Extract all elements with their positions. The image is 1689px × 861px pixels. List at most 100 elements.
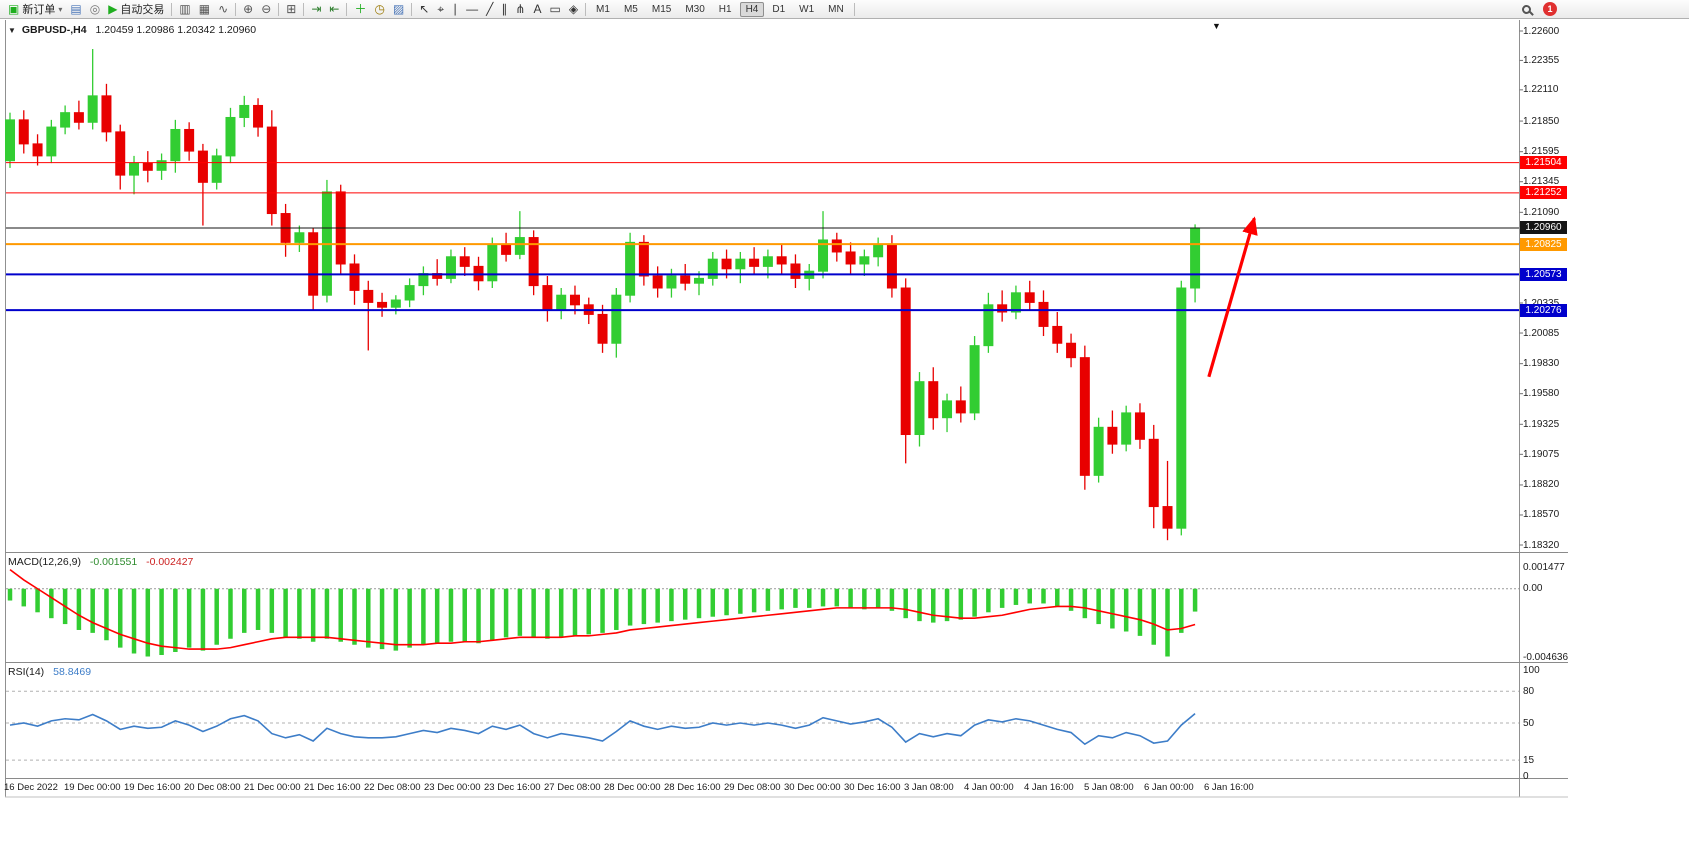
candle-body (1190, 227, 1201, 289)
time-axis-label: 27 Dec 08:00 (544, 782, 601, 793)
price-axis-label: 1.22110 (1523, 84, 1559, 96)
search-icon[interactable] (1522, 4, 1531, 14)
rsi-title: RSI(14) (8, 666, 45, 678)
crosshair-button[interactable]: ⌖ (433, 1, 448, 18)
candle-body (845, 251, 856, 265)
templates-button[interactable]: ▨ (389, 1, 408, 18)
bar-chart-mode-button[interactable]: ▥ (175, 1, 194, 18)
macd-indicator-label: MACD(12,26,9) -0.001551 -0.002427 (8, 556, 193, 568)
candle-body (73, 112, 84, 123)
chart-shift-button[interactable]: ⇤ (325, 1, 343, 18)
candle-body (969, 345, 980, 414)
symbol-info: ▼ GBPUSD-,H4 1.20459 1.20986 1.20342 1.2… (8, 24, 256, 36)
candle-body (1107, 426, 1118, 445)
profiles-button[interactable]: ◎ (86, 1, 104, 18)
symbol-name: GBPUSD-,H4 (21, 24, 87, 36)
zoom-out-button[interactable]: ⊖ (257, 1, 275, 18)
toolbar-separator (853, 2, 855, 16)
candle-body (266, 126, 277, 215)
profiles-icon: ◎ (89, 1, 101, 16)
candle-body (1066, 342, 1077, 359)
candle-body (942, 400, 953, 419)
trend-arrow[interactable] (1207, 216, 1258, 378)
timeframe-mn-button[interactable]: MN (828, 3, 844, 15)
candle-body (239, 104, 250, 118)
timeframe-m1-button[interactable]: M1 (596, 3, 610, 15)
candle-body (308, 232, 319, 296)
candle-body (1176, 287, 1187, 529)
time-axis-label: 19 Dec 00:00 (64, 782, 121, 793)
text-icon: A (533, 1, 542, 16)
chart-shift-marker-icon[interactable]: ▼ (1212, 21, 1221, 31)
auto-scroll-icon: ⇥ (311, 1, 322, 16)
fibonacci-retracement-button[interactable]: ⋔ (511, 1, 529, 18)
toolbar-separator (303, 2, 305, 16)
text-button[interactable]: A (529, 1, 545, 18)
time-axis-label: 28 Dec 00:00 (604, 782, 661, 793)
periods-button[interactable]: ◷ (371, 1, 389, 18)
candle-body (501, 244, 512, 255)
level-price-tag: 1.20276 (1520, 303, 1567, 317)
text-label-button[interactable]: ▭ (545, 1, 564, 18)
new-order-button[interactable]: ▣ 新订单 ▾ (4, 1, 66, 18)
candle-body (1079, 357, 1090, 476)
line-chart-mode-button[interactable]: ∿ (214, 1, 232, 18)
macd-axis-label: 0.001477 (1523, 561, 1565, 573)
auto-scroll-button[interactable]: ⇥ (307, 1, 325, 18)
autotrading-button[interactable]: ▶ 自动交易 (104, 1, 168, 18)
timeframe-m30-button[interactable]: M30 (685, 3, 705, 15)
rsi-axis-label: 0 (1523, 770, 1529, 782)
charts-button[interactable]: ▤ (66, 1, 85, 18)
timeframe-m5-button[interactable]: M5 (623, 3, 638, 15)
timeframe-m15-button[interactable]: M15 (651, 3, 672, 15)
candle-body (60, 112, 71, 128)
timeframe-w1-button[interactable]: W1 (799, 3, 815, 15)
one-click-collapse-icon[interactable]: ▼ (8, 26, 16, 35)
rsi-axis-label: 50 (1523, 717, 1535, 729)
macd-axis-label: -0.004636 (1523, 651, 1569, 663)
candle-body (818, 239, 829, 272)
macd-value-main: -0.001551 (89, 556, 138, 568)
price-axis-label: 1.20085 (1523, 327, 1560, 339)
notification-badge[interactable]: 1 (1543, 2, 1557, 16)
indicators-button[interactable]: ＋ (350, 1, 370, 18)
cursor-button[interactable]: ↖ (415, 1, 433, 18)
timeframe-d1-button[interactable]: D1 (772, 3, 786, 15)
arrow-objects-button[interactable]: ◈ (565, 1, 582, 18)
candle-body (253, 104, 264, 128)
tile-windows-button[interactable]: ⊞ (282, 1, 300, 18)
time-axis-label: 21 Dec 16:00 (304, 782, 361, 793)
price-axis-label: 1.19830 (1523, 358, 1560, 370)
candlestick-mode-icon: ▦ (198, 1, 211, 16)
horizontal-line-icon: ― (466, 1, 479, 16)
price-axis-label: 1.18820 (1523, 479, 1560, 491)
vertical-line-button[interactable]: ∣ (448, 1, 462, 18)
candle-body (762, 256, 773, 267)
toolbar-separator (171, 2, 173, 16)
time-axis-label: 30 Dec 16:00 (844, 782, 901, 793)
candle-body (749, 258, 760, 267)
horizontal-line-button[interactable]: ― (462, 1, 482, 18)
rsi-axis-label: 80 (1523, 685, 1535, 697)
trendline-button[interactable]: ╱ (482, 1, 497, 18)
autotrading-icon: ▶ (108, 1, 118, 16)
timeframe-h1-button[interactable]: H1 (718, 3, 732, 15)
price-axis-label: 1.21595 (1523, 146, 1560, 158)
candlestick-mode-button[interactable]: ▦ (195, 1, 214, 18)
candle-body (5, 119, 15, 162)
timeframe-h4-button[interactable]: H4 (739, 1, 765, 17)
current-price-tag: 1.20960 (1520, 221, 1567, 235)
price-axis-label: 1.18320 (1523, 539, 1560, 551)
equidistant-channel-button[interactable]: ∥ (497, 1, 511, 18)
candle-body (886, 244, 897, 289)
zoom-in-button[interactable]: ⊕ (239, 1, 257, 18)
candle-body (997, 304, 1008, 313)
candle-body (32, 143, 43, 157)
new-order-icon: ▣ (8, 1, 20, 16)
time-axis-label: 29 Dec 08:00 (724, 782, 781, 793)
macd-axis-label: 0.00 (1523, 583, 1543, 595)
level-price-tag: 1.21252 (1520, 186, 1567, 200)
candle-body (514, 237, 525, 255)
